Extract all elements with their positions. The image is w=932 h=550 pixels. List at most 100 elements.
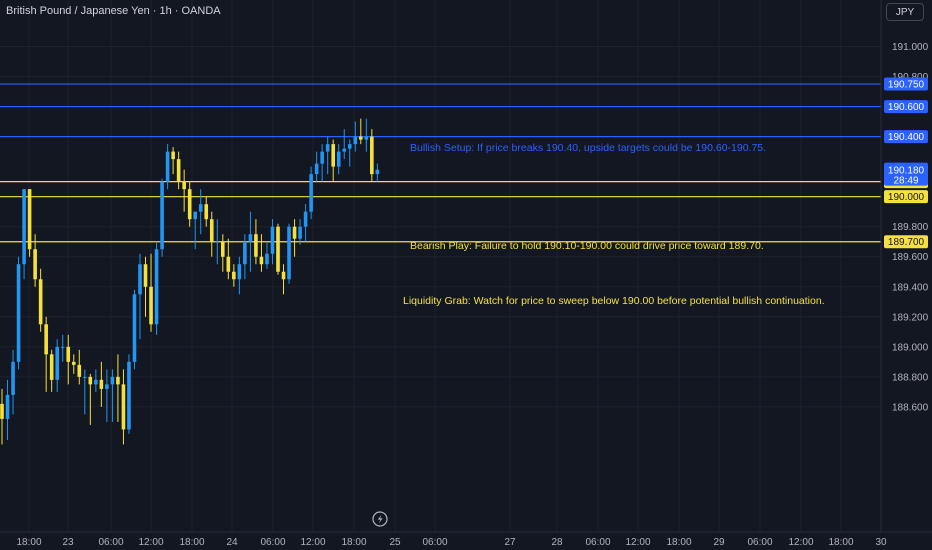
candle-body	[193, 211, 197, 220]
x-tick-label: 18:00	[16, 537, 41, 548]
candle	[347, 139, 352, 167]
candle-body	[375, 169, 380, 175]
candle-body	[0, 403, 4, 419]
candle	[309, 166, 313, 220]
candle	[88, 373, 93, 425]
y-tick-label: 188.800	[892, 372, 929, 383]
candle-body	[364, 136, 369, 140]
candle	[77, 349, 82, 385]
candle-body	[221, 241, 225, 257]
x-tick-label: 18:00	[179, 537, 204, 548]
candle-body	[83, 376, 87, 378]
candle-body	[370, 136, 374, 175]
x-tick-label: 06:00	[747, 537, 772, 548]
candle	[198, 189, 203, 235]
candle-body	[116, 376, 120, 385]
candle-body	[77, 364, 82, 377]
candle-body	[22, 189, 26, 265]
candle-body	[198, 204, 203, 212]
y-tick-label: 191.000	[892, 42, 929, 53]
candle-body	[105, 384, 109, 389]
candle	[325, 136, 330, 175]
candle	[138, 253, 142, 340]
replay-icon[interactable]	[372, 511, 388, 527]
level-price-label: 190.600	[888, 102, 925, 113]
candle-body	[281, 271, 286, 280]
time-axis[interactable]: 18:00 23 06:00 12:00 18:00 24 06:00 12:00 18:00 2…	[16, 537, 887, 548]
candle	[243, 234, 247, 280]
candle	[83, 369, 87, 415]
candle-body	[309, 174, 313, 212]
candle	[22, 189, 26, 280]
x-tick-label: 06:00	[422, 537, 447, 548]
candle	[105, 369, 109, 422]
candle	[176, 151, 181, 190]
candle-body	[66, 346, 71, 362]
candle-body	[276, 226, 280, 272]
candle-body	[149, 286, 153, 325]
x-tick-label: 18:00	[666, 537, 691, 548]
level-price-badge	[884, 130, 928, 144]
candle	[132, 289, 137, 370]
candle-body	[254, 234, 258, 257]
candle	[215, 219, 220, 265]
candle-body	[94, 379, 98, 385]
chart-annotation: Bearish Play: Failure to hold 190.10-190…	[410, 240, 764, 252]
currency-button[interactable]: JPY	[886, 3, 924, 21]
price-axis-labels: 190.750190.600190.400190.100190.000189.7…	[884, 77, 928, 249]
level-price-badge	[884, 77, 928, 91]
x-tick-label: 18:00	[828, 537, 853, 548]
candle	[331, 139, 335, 182]
x-tick-label: 25	[389, 537, 401, 548]
y-tick-label: 189.400	[892, 282, 929, 293]
candle-body	[60, 346, 65, 348]
candle-body	[243, 241, 247, 265]
candle	[49, 349, 54, 392]
candle	[226, 238, 231, 280]
candle-body	[143, 264, 148, 287]
chart-annotation: Bullish Setup: If price breaks 190.40, u…	[410, 142, 766, 154]
candle-body	[232, 271, 236, 280]
candle-body	[132, 294, 137, 362]
price-axis[interactable]: 191.000 190.800 189.800 189.600 189.400 189.2…	[892, 42, 929, 413]
candle-body	[88, 376, 93, 385]
candle	[292, 219, 297, 257]
candle	[38, 268, 43, 332]
candlesticks	[0, 118, 380, 445]
candle	[44, 316, 48, 392]
candle	[221, 234, 225, 272]
candle	[232, 264, 236, 287]
candle-body	[259, 256, 264, 265]
candle	[149, 253, 153, 332]
horizontal-levels[interactable]	[0, 83, 881, 243]
candle-body	[187, 189, 192, 220]
candle-body	[182, 181, 186, 190]
candle-body	[209, 219, 214, 242]
candle-body	[27, 189, 32, 250]
candle	[5, 379, 10, 440]
candle	[265, 241, 269, 269]
candle	[353, 121, 358, 152]
candle-body	[270, 226, 275, 254]
candle	[160, 178, 164, 257]
level-price-badge	[884, 235, 928, 249]
candle	[248, 211, 253, 272]
candle	[298, 219, 302, 245]
current-price-label: 190.180	[888, 166, 925, 177]
candle	[187, 181, 192, 227]
annotations: Bullish Setup: If price breaks 190.40, u…	[403, 142, 825, 307]
x-tick-label: 06:00	[585, 537, 610, 548]
x-tick-label: 29	[713, 537, 725, 548]
candle-body	[44, 324, 48, 355]
current-price-badge	[884, 162, 928, 186]
x-tick-label: 30	[875, 537, 887, 548]
candle-body	[359, 136, 363, 140]
level-price-label: 190.750	[888, 80, 925, 91]
candle-body	[165, 151, 170, 182]
candle	[209, 211, 214, 257]
candle	[16, 256, 21, 370]
chart-annotation: Liquidity Grab: Watch for price to sweep…	[403, 295, 825, 307]
candle-body	[11, 361, 15, 395]
candle	[94, 369, 98, 392]
